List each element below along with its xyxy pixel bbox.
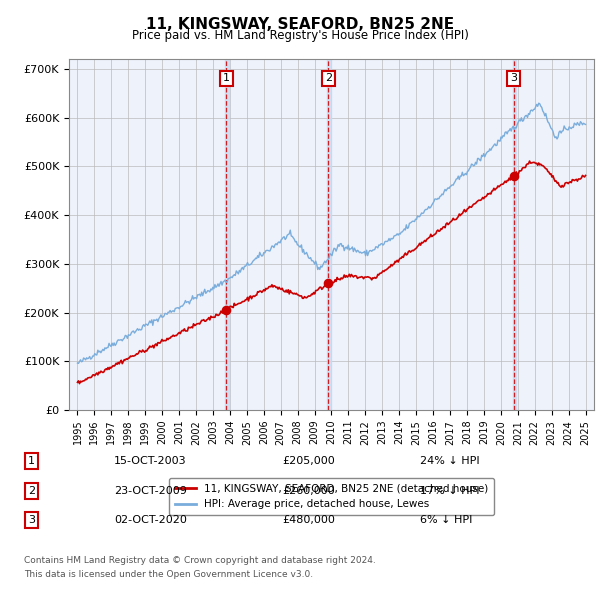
Text: Price paid vs. HM Land Registry's House Price Index (HPI): Price paid vs. HM Land Registry's House …: [131, 30, 469, 42]
Text: 2: 2: [28, 486, 35, 496]
Text: 3: 3: [510, 73, 517, 83]
Text: 1: 1: [223, 73, 230, 83]
Text: This data is licensed under the Open Government Licence v3.0.: This data is licensed under the Open Gov…: [24, 571, 313, 579]
Text: 1: 1: [28, 457, 35, 466]
Bar: [226, 59, 229, 410]
Text: 2: 2: [325, 73, 332, 83]
Text: 15-OCT-2003: 15-OCT-2003: [114, 457, 187, 466]
Text: 11, KINGSWAY, SEAFORD, BN25 2NE: 11, KINGSWAY, SEAFORD, BN25 2NE: [146, 17, 454, 31]
Point: [323, 278, 333, 288]
Text: 6% ↓ HPI: 6% ↓ HPI: [420, 516, 472, 525]
Text: £480,000: £480,000: [282, 516, 335, 525]
Text: 24% ↓ HPI: 24% ↓ HPI: [420, 457, 479, 466]
Text: £260,000: £260,000: [282, 486, 335, 496]
Bar: [328, 59, 331, 410]
Text: 23-OCT-2009: 23-OCT-2009: [114, 486, 187, 496]
Text: 3: 3: [28, 516, 35, 525]
Text: 02-OCT-2020: 02-OCT-2020: [114, 516, 187, 525]
Legend: 11, KINGSWAY, SEAFORD, BN25 2NE (detached house), HPI: Average price, detached h: 11, KINGSWAY, SEAFORD, BN25 2NE (detache…: [169, 478, 494, 516]
Text: 17% ↓ HPI: 17% ↓ HPI: [420, 486, 479, 496]
Bar: [513, 59, 516, 410]
Text: Contains HM Land Registry data © Crown copyright and database right 2024.: Contains HM Land Registry data © Crown c…: [24, 556, 376, 565]
Point: [221, 306, 231, 315]
Point: [509, 171, 518, 181]
Text: £205,000: £205,000: [282, 457, 335, 466]
